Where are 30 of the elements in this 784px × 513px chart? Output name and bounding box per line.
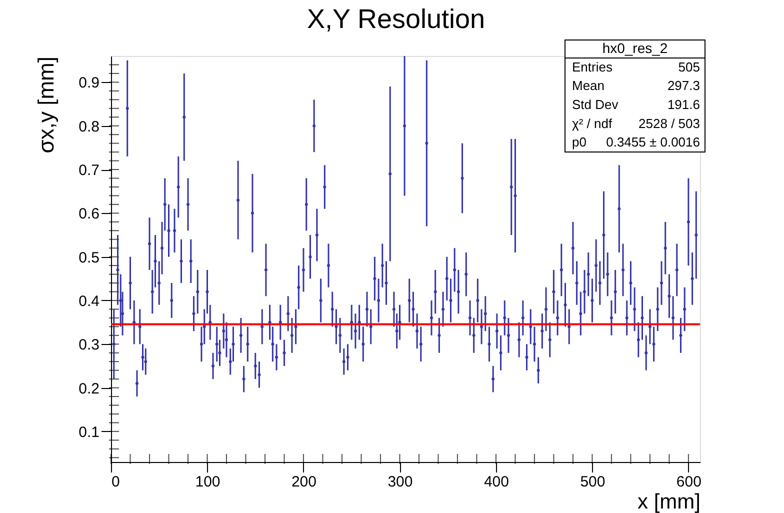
x-tick-label: 200 <box>291 474 316 490</box>
x-tick-label: 300 <box>388 474 413 490</box>
x-tick-label: 500 <box>580 474 606 490</box>
annotation: Mean <box>572 78 605 94</box>
y-tick-label: 0.8 <box>78 118 100 136</box>
x-tick-label: 100 <box>195 474 220 490</box>
annotation: Std Dev <box>572 97 619 112</box>
annotation: 505 <box>678 59 700 74</box>
y-tick-label: 0.9 <box>78 74 100 92</box>
y-tick-label: 0.4 <box>78 292 100 310</box>
x-tick-label: 0 <box>112 474 120 490</box>
y-tick-label: 0.1 <box>78 424 100 441</box>
chart-title: X,Y Resolution <box>306 4 486 34</box>
x-tick-label: 600 <box>676 474 702 490</box>
y-tick-label: 0.2 <box>78 380 100 398</box>
text: hx0_res_2 <box>602 40 668 56</box>
annotation: χ² / ndf <box>572 116 612 131</box>
annotation: p0 <box>572 134 586 150</box>
annotation: 2528 / 503 <box>638 116 700 131</box>
annotation: 191.6 <box>667 97 700 112</box>
annotation: 297.3 <box>667 78 700 94</box>
y-tick-label: 0.7 <box>78 162 100 180</box>
y-axis-title: σx,y [mm] <box>34 56 59 154</box>
y-tick-label: 0.3 <box>78 336 100 354</box>
annotation: 0.3455 ± 0.0016 <box>606 134 700 150</box>
annotation: Entries <box>572 59 613 74</box>
x-axis-title: x [mm] <box>638 490 700 513</box>
y-tick-label: 0.5 <box>78 249 100 266</box>
y-tick-label: 0.6 <box>78 206 100 223</box>
x-tick-label: 400 <box>484 474 509 490</box>
